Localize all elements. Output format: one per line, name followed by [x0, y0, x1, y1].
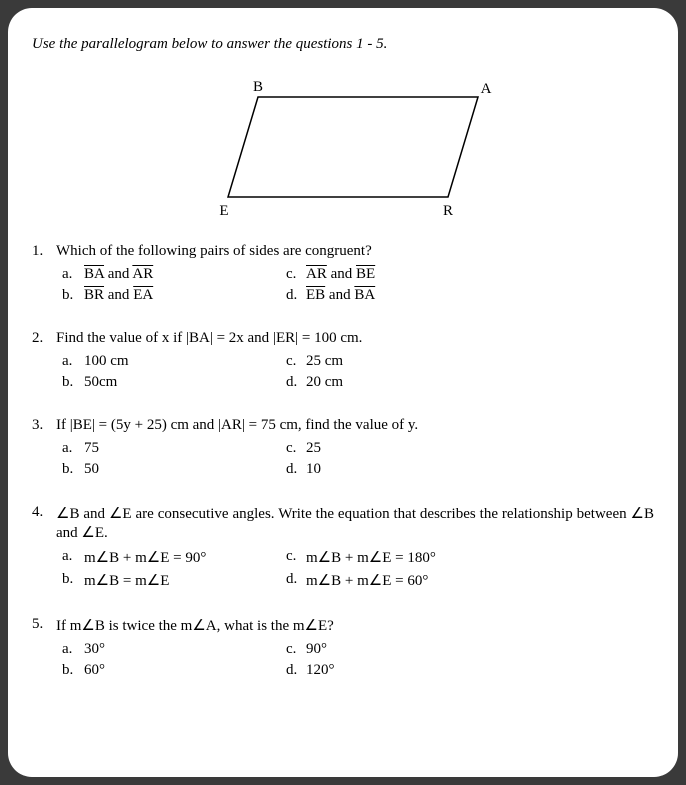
choice: a.75: [56, 440, 286, 457]
choice-text: 10: [306, 461, 321, 478]
choice-text: BA and AR: [84, 266, 153, 283]
choice-text: EB and BA: [306, 287, 375, 304]
choice-text: 50: [84, 461, 99, 478]
question: 4.∠B and ∠E are consecutive angles. Writ…: [32, 504, 654, 590]
question-text: Which of the following pairs of sides ar…: [56, 243, 654, 260]
svg-text:B: B: [253, 79, 263, 95]
choice-letter: a.: [56, 353, 84, 370]
parallelogram-svg: B A R E: [178, 69, 508, 219]
choice: c.25 cm: [286, 353, 343, 370]
choice-letter: a.: [56, 440, 84, 457]
choice-letter: b.: [56, 571, 84, 590]
choice: a.BA and AR: [56, 266, 286, 283]
svg-text:R: R: [443, 203, 453, 219]
choice: d.EB and BA: [286, 287, 375, 304]
choice-text: m∠B + m∠E = 60°: [306, 571, 428, 590]
choice: b.m∠B = m∠E: [56, 571, 286, 590]
question-text: ∠B and ∠E are consecutive angles. Write …: [56, 504, 654, 542]
choice: d.20 cm: [286, 374, 343, 391]
choices: a.BA and ARb.BR and EAc.AR and BEd.EB an…: [56, 266, 654, 304]
choice-letter: c.: [286, 548, 306, 567]
choice-text: 50cm: [84, 374, 117, 391]
question: 1.Which of the following pairs of sides …: [32, 243, 654, 304]
choice-text: 25 cm: [306, 353, 343, 370]
choice: c.25: [286, 440, 321, 457]
choice-text: AR and BE: [306, 266, 375, 283]
choice: b.BR and EA: [56, 287, 286, 304]
choice-text: 90°: [306, 641, 327, 658]
choice-letter: b.: [56, 662, 84, 679]
choice: b.50cm: [56, 374, 286, 391]
choice-letter: a.: [56, 641, 84, 658]
question-number: 2.: [32, 330, 56, 347]
choice: b.60°: [56, 662, 286, 679]
choice: c.90°: [286, 641, 335, 658]
question-number: 4.: [32, 504, 56, 521]
choice: d.120°: [286, 662, 335, 679]
choice-letter: d.: [286, 374, 306, 391]
questions-container: 1.Which of the following pairs of sides …: [32, 243, 654, 679]
choice: c.m∠B + m∠E = 180°: [286, 548, 436, 567]
choice-letter: b.: [56, 374, 84, 391]
choice-letter: c.: [286, 266, 306, 283]
svg-text:A: A: [481, 81, 492, 97]
choice-letter: b.: [56, 287, 84, 304]
choice: a.100 cm: [56, 353, 286, 370]
choices: a.m∠B + m∠E = 90°b.m∠B = m∠Ec.m∠B + m∠E …: [56, 548, 654, 590]
choices: a.30°b.60°c.90°d.120°: [56, 641, 654, 679]
question-number: 1.: [32, 243, 56, 260]
choice-text: m∠B = m∠E: [84, 571, 169, 590]
choice-text: m∠B + m∠E = 180°: [306, 548, 436, 567]
choice-letter: c.: [286, 353, 306, 370]
choice-text: 60°: [84, 662, 105, 679]
choices: a.100 cmb.50cmc.25 cmd.20 cm: [56, 353, 654, 391]
choice-text: 100 cm: [84, 353, 129, 370]
question-number: 3.: [32, 417, 56, 434]
choice: d.10: [286, 461, 321, 478]
choice-letter: a.: [56, 266, 84, 283]
parallelogram-figure: B A R E: [32, 69, 654, 219]
choice-letter: b.: [56, 461, 84, 478]
choice-text: 25: [306, 440, 321, 457]
choice-letter: d.: [286, 662, 306, 679]
worksheet-page: Use the parallelogram below to answer th…: [8, 8, 678, 777]
choice-text: m∠B + m∠E = 90°: [84, 548, 206, 567]
svg-text:E: E: [219, 203, 228, 219]
choice-text: 30°: [84, 641, 105, 658]
choice-letter: c.: [286, 440, 306, 457]
question: 3.If |BE| = (5y + 25) cm and |AR| = 75 c…: [32, 417, 654, 478]
question: 2.Find the value of x if |BA| = 2x and |…: [32, 330, 654, 391]
choice-letter: d.: [286, 461, 306, 478]
question-number: 5.: [32, 616, 56, 633]
choice: b.50: [56, 461, 286, 478]
choice-text: 120°: [306, 662, 335, 679]
choice-text: 75: [84, 440, 99, 457]
choice-text: 20 cm: [306, 374, 343, 391]
choice-letter: a.: [56, 548, 84, 567]
question-text: If m∠B is twice the m∠A, what is the m∠E…: [56, 616, 654, 635]
choice-text: BR and EA: [84, 287, 153, 304]
choice: a.30°: [56, 641, 286, 658]
choices: a.75b.50c.25d.10: [56, 440, 654, 478]
question: 5.If m∠B is twice the m∠A, what is the m…: [32, 616, 654, 679]
choice: d.m∠B + m∠E = 60°: [286, 571, 436, 590]
question-text: Find the value of x if |BA| = 2x and |ER…: [56, 330, 654, 347]
instruction-text: Use the parallelogram below to answer th…: [32, 36, 654, 53]
choice: c.AR and BE: [286, 266, 375, 283]
choice: a.m∠B + m∠E = 90°: [56, 548, 286, 567]
question-text: If |BE| = (5y + 25) cm and |AR| = 75 cm,…: [56, 417, 654, 434]
choice-letter: d.: [286, 571, 306, 590]
choice-letter: d.: [286, 287, 306, 304]
choice-letter: c.: [286, 641, 306, 658]
